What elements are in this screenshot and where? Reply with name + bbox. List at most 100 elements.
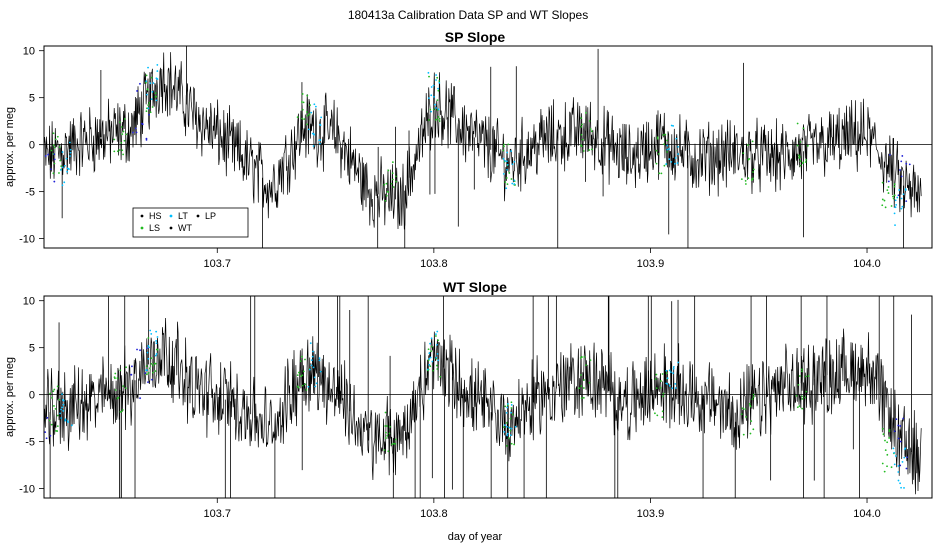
data-point-ls bbox=[741, 407, 744, 410]
data-point-ls bbox=[390, 182, 393, 185]
data-point-lt bbox=[436, 330, 439, 333]
data-point-ls bbox=[749, 432, 752, 435]
data-point-lt bbox=[156, 64, 159, 66]
data-point-ls bbox=[661, 410, 664, 413]
data-point-ls bbox=[394, 175, 397, 178]
legend-marker-wt bbox=[169, 226, 173, 230]
data-point-ls bbox=[53, 146, 56, 149]
data-point-ls bbox=[801, 370, 803, 373]
data-point-hs bbox=[889, 153, 891, 156]
data-point-ls bbox=[884, 206, 887, 209]
data-point-ls bbox=[154, 362, 157, 365]
data-point-ls bbox=[392, 442, 395, 445]
data-point-lt bbox=[435, 74, 437, 76]
data-point-ls bbox=[301, 384, 304, 387]
data-point-lt bbox=[503, 424, 506, 427]
data-point-ls bbox=[884, 449, 887, 452]
data-point-ls bbox=[432, 369, 434, 372]
data-point-ls bbox=[385, 437, 387, 439]
data-point-ls bbox=[150, 76, 153, 79]
data-point-lt bbox=[309, 342, 312, 345]
data-point-ls bbox=[752, 171, 754, 173]
data-point-ls bbox=[383, 449, 386, 451]
data-point-ls bbox=[588, 381, 591, 384]
data-point-ls bbox=[502, 149, 505, 152]
data-point-hs bbox=[139, 397, 142, 400]
data-point-hs bbox=[906, 456, 908, 459]
legend-label-wt: WT bbox=[178, 223, 192, 233]
data-point-lt bbox=[426, 368, 429, 371]
data-point-lt bbox=[511, 182, 514, 185]
data-point-ls bbox=[662, 395, 664, 398]
data-point-ls bbox=[504, 405, 507, 408]
data-point-ls bbox=[801, 368, 803, 371]
data-point-ls bbox=[145, 110, 148, 113]
data-point-ls bbox=[116, 150, 119, 153]
data-point-lt bbox=[429, 342, 431, 345]
data-point-hs bbox=[49, 434, 52, 437]
data-point-ls bbox=[116, 377, 119, 380]
x-tick-label: 103.7 bbox=[204, 258, 232, 270]
data-point-ls bbox=[436, 368, 439, 370]
data-point-ls bbox=[886, 465, 888, 468]
data-point-hs bbox=[131, 365, 133, 368]
data-point-lt bbox=[430, 337, 433, 340]
data-point-lt bbox=[904, 447, 907, 450]
data-point-lt bbox=[900, 197, 903, 200]
data-point-ls bbox=[666, 151, 668, 153]
data-point-lt bbox=[677, 145, 679, 148]
data-point-ls bbox=[796, 144, 799, 147]
data-point-ls bbox=[298, 371, 300, 374]
data-point-ls bbox=[804, 161, 807, 163]
data-point-lt bbox=[894, 206, 897, 209]
data-point-hs bbox=[141, 122, 143, 125]
data-point-lt bbox=[66, 170, 69, 173]
data-point-ls bbox=[302, 101, 305, 104]
data-point-lt bbox=[313, 103, 316, 106]
data-point-ls bbox=[148, 101, 151, 104]
data-point-ls bbox=[304, 383, 307, 386]
data-point-ls bbox=[385, 431, 387, 434]
data-point-ls bbox=[583, 356, 586, 358]
legend-box bbox=[132, 207, 249, 238]
data-point-ls bbox=[799, 140, 802, 143]
data-point-ls bbox=[661, 416, 664, 418]
data-point-lt bbox=[307, 385, 310, 388]
data-point-ls bbox=[508, 172, 511, 174]
data-point-ls bbox=[297, 386, 300, 389]
data-point-lt bbox=[65, 157, 68, 160]
data-point-hs bbox=[134, 127, 137, 130]
data-point-ls bbox=[392, 186, 395, 188]
data-point-ls bbox=[429, 365, 432, 368]
data-point-hs bbox=[49, 168, 52, 171]
data-point-lt bbox=[672, 125, 675, 127]
data-point-lt bbox=[67, 421, 69, 424]
data-point-ls bbox=[302, 370, 305, 373]
data-point-ls bbox=[123, 118, 126, 120]
data-point-hs bbox=[53, 153, 56, 156]
data-point-ls bbox=[806, 144, 809, 147]
data-point-lt bbox=[666, 383, 669, 385]
data-point-ls bbox=[582, 150, 585, 152]
y-tick-label: -5 bbox=[25, 187, 35, 199]
data-point-ls bbox=[654, 378, 657, 381]
data-point-ls bbox=[151, 106, 154, 108]
data-point-ls bbox=[886, 441, 889, 444]
data-point-ls bbox=[394, 438, 397, 441]
data-point-lt bbox=[675, 137, 678, 140]
data-point-ls bbox=[503, 143, 505, 146]
data-point-lt bbox=[430, 86, 433, 88]
data-point-ls bbox=[56, 425, 59, 428]
data-point-lt bbox=[666, 377, 669, 380]
data-point-ls bbox=[796, 122, 799, 125]
data-point-ls bbox=[510, 401, 513, 404]
figure-title: 180413a Calibration Data SP and WT Slope… bbox=[348, 8, 588, 22]
slope-trace bbox=[44, 317, 922, 495]
data-point-ls bbox=[505, 444, 508, 447]
data-point-lt bbox=[904, 189, 907, 191]
data-point-hs bbox=[887, 180, 890, 183]
data-point-lt bbox=[510, 403, 513, 406]
data-point-ls bbox=[148, 367, 151, 370]
data-point-ls bbox=[513, 443, 516, 446]
